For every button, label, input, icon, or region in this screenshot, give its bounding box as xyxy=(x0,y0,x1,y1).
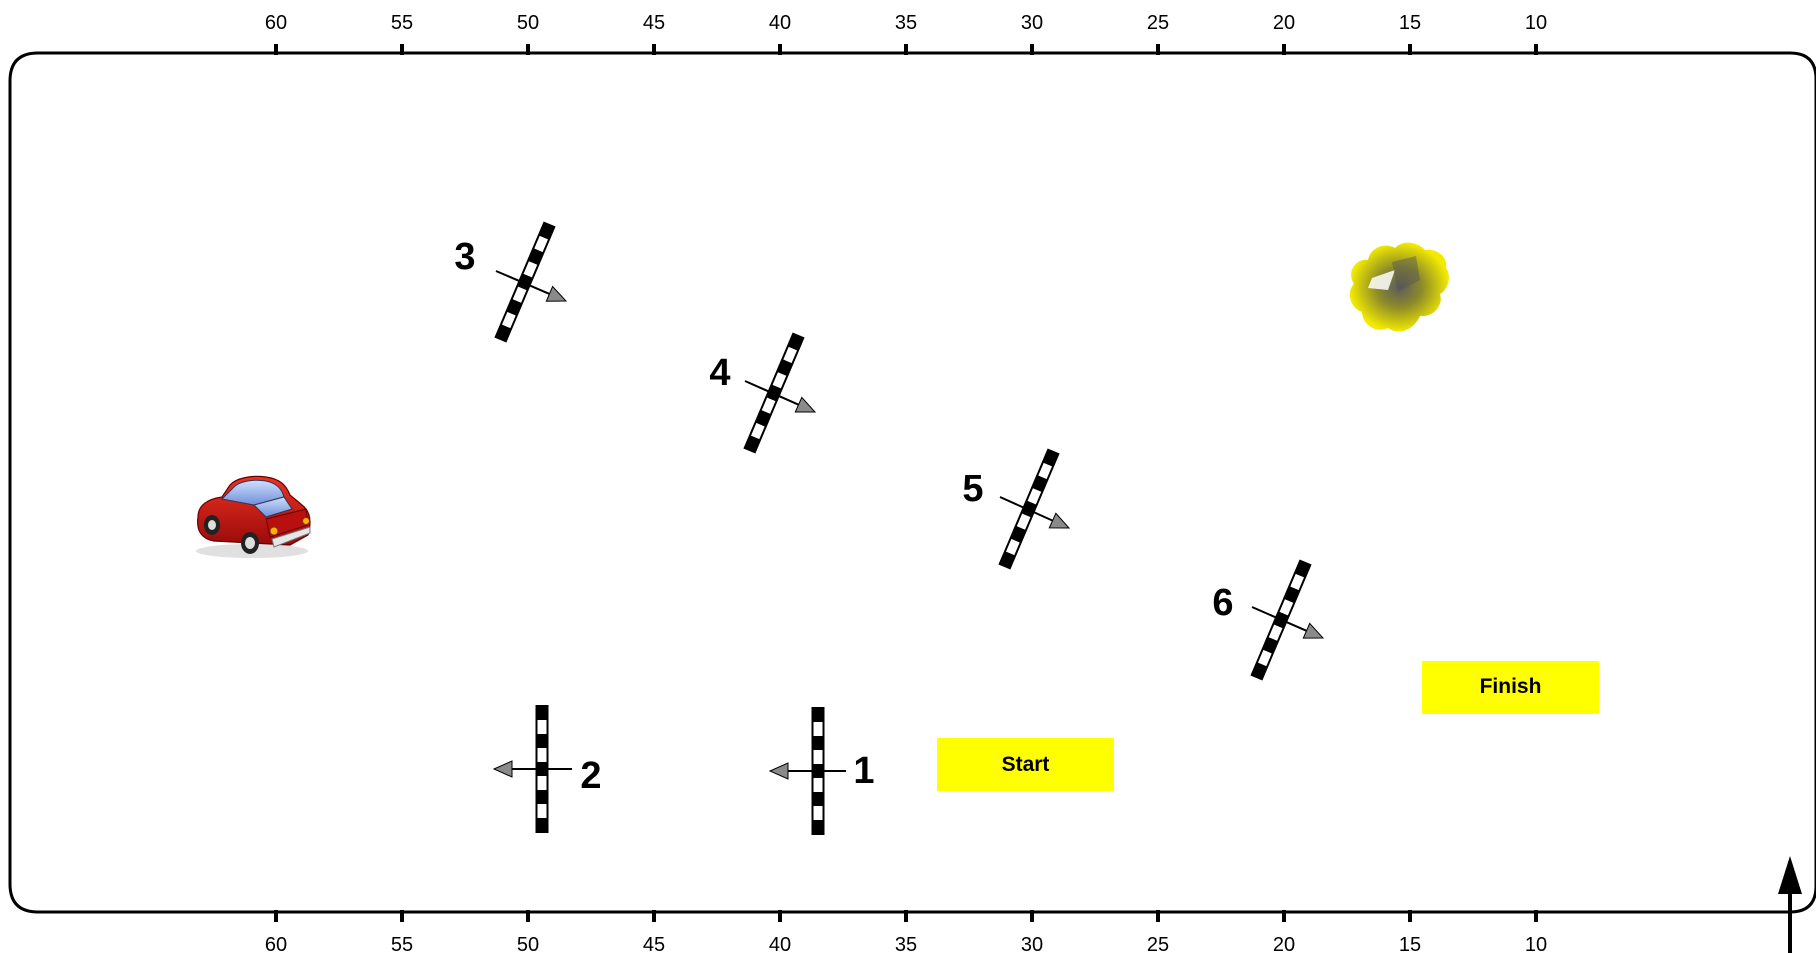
gate-direction-arrow xyxy=(999,496,1053,522)
yellow-bush-icon xyxy=(1349,242,1449,332)
top-scale: 60 55 50 45 40 35 30 25 20 15 10 xyxy=(265,12,1547,55)
finish-marker-box xyxy=(1422,661,1599,714)
scale-tick-label: 55 xyxy=(391,934,413,953)
scale-tick-label: 35 xyxy=(895,12,917,34)
arrowhead-icon xyxy=(1048,512,1071,529)
scale-tick-label: 10 xyxy=(1525,12,1547,34)
gate-direction-arrow xyxy=(495,270,550,295)
gate-4: 4 xyxy=(709,332,817,454)
scale-tick-label: 60 xyxy=(265,12,287,34)
scale-tick-label: 35 xyxy=(895,934,917,953)
scale-tick-label: 30 xyxy=(1021,12,1043,34)
gate-number-label: 4 xyxy=(709,352,730,394)
bottom-scale: 60 55 50 45 40 35 30 25 20 15 10 xyxy=(265,910,1547,953)
scale-tick-label: 55 xyxy=(391,12,413,34)
gate-number-label: 5 xyxy=(962,468,983,510)
gate-2: 2 xyxy=(492,705,602,833)
red-car-icon xyxy=(196,475,311,558)
gate-number-label: 2 xyxy=(580,755,601,797)
gate-3: 3 xyxy=(454,221,568,343)
scale-tick-label: 60 xyxy=(265,934,287,953)
scale-tick-label: 25 xyxy=(1147,934,1169,953)
north-arrow-icon xyxy=(1778,856,1802,953)
gate-direction-arrow xyxy=(744,380,799,406)
scale-tick-label: 40 xyxy=(769,934,791,953)
start-marker: Start xyxy=(937,738,1114,791)
scale-tick-label: 50 xyxy=(517,12,539,34)
scale-tick-label: 50 xyxy=(517,934,539,953)
scale-tick-label: 25 xyxy=(1147,12,1169,34)
arrowhead-icon xyxy=(1302,622,1325,639)
start-marker-box xyxy=(937,738,1114,791)
gate-pole xyxy=(743,332,805,454)
start-label: Start xyxy=(1002,753,1050,776)
finish-marker: Finish xyxy=(1422,661,1599,714)
scale-tick-label: 45 xyxy=(643,12,665,34)
gate-number-label: 1 xyxy=(853,750,874,792)
arrowhead-icon xyxy=(768,762,789,780)
gate-pole xyxy=(494,221,556,343)
arrowhead-icon xyxy=(794,396,817,413)
gate-5: 5 xyxy=(962,448,1071,570)
gate-6: 6 xyxy=(1212,559,1325,681)
scale-tick-label: 45 xyxy=(643,934,665,953)
gate-pole xyxy=(535,705,549,833)
scale-tick-label: 15 xyxy=(1399,12,1421,34)
scale-tick-label: 40 xyxy=(769,12,791,34)
gate-number-label: 3 xyxy=(454,236,475,278)
scale-tick-label: 20 xyxy=(1273,934,1295,953)
finish-label: Finish xyxy=(1480,675,1542,698)
scale-tick-label: 15 xyxy=(1399,934,1421,953)
gate-direction-arrow xyxy=(1251,606,1307,632)
gate-pole xyxy=(1250,559,1312,681)
gate-number-label: 6 xyxy=(1212,582,1233,624)
gates-layer: 1 2 3 4 5 6 xyxy=(454,221,1325,835)
gate-1: 1 xyxy=(768,707,875,835)
scale-tick-label: 10 xyxy=(1525,934,1547,953)
scale-tick-label: 30 xyxy=(1021,934,1043,953)
arrowhead-icon xyxy=(492,760,513,778)
arrowhead-icon xyxy=(545,285,568,302)
scale-tick-label: 20 xyxy=(1273,12,1295,34)
